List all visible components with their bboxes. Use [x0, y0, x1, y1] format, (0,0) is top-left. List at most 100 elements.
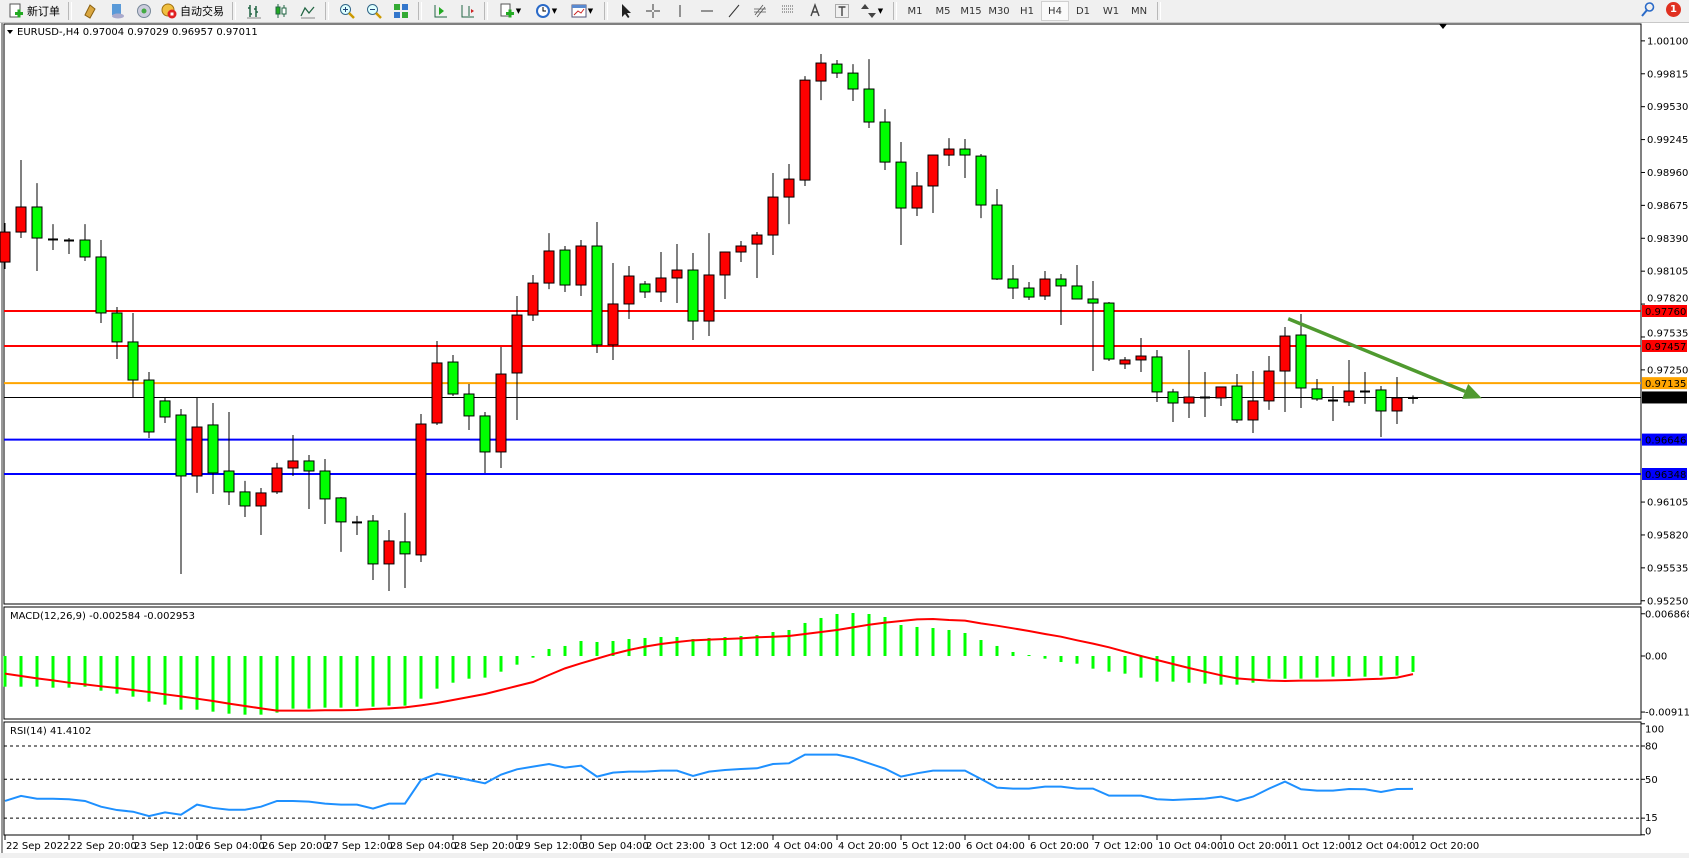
zoom-out-button[interactable] [360, 1, 387, 21]
candle[interactable] [79, 224, 91, 262]
candle[interactable] [1295, 314, 1307, 408]
candle[interactable] [623, 265, 635, 319]
candle[interactable] [64, 238, 74, 254]
tile-windows-button[interactable] [387, 1, 414, 21]
arrows-button[interactable]: ▼ [855, 1, 889, 21]
candle[interactable] [895, 141, 907, 245]
trend-arrow-head[interactable] [1462, 384, 1482, 399]
notification-badge[interactable]: 1 [1666, 1, 1681, 17]
candle[interactable] [511, 295, 523, 420]
candle[interactable] [1135, 338, 1147, 372]
candle[interactable] [767, 173, 779, 256]
candle[interactable] [671, 244, 683, 304]
timeframe-m1[interactable]: M1 [907, 5, 923, 17]
candle[interactable] [1103, 301, 1115, 361]
candle[interactable] [1247, 371, 1259, 434]
signals-button[interactable] [130, 1, 157, 21]
trendline-button[interactable] [720, 1, 747, 21]
candle[interactable] [255, 487, 267, 535]
candle[interactable] [1200, 371, 1210, 417]
candle[interactable] [303, 454, 315, 509]
crosshair-button[interactable] [639, 1, 666, 21]
candle[interactable] [1408, 395, 1418, 404]
candle[interactable] [1055, 274, 1067, 325]
horizontal-line-button[interactable] [693, 1, 720, 21]
candle[interactable] [863, 59, 875, 129]
candle[interactable] [319, 458, 331, 524]
zoom-in-button[interactable] [333, 1, 360, 21]
candle[interactable] [431, 341, 443, 425]
candle[interactable] [1023, 282, 1035, 301]
indicators-button[interactable]: ▼ [492, 1, 528, 21]
timeframe-m30[interactable]: M30 [988, 5, 1010, 17]
candle[interactable] [847, 64, 859, 102]
timeframe-d1[interactable]: D1 [1075, 5, 1091, 17]
candle[interactable] [927, 154, 939, 213]
timeframe-w1[interactable]: W1 [1102, 5, 1120, 17]
candle[interactable] [223, 412, 235, 505]
trend-arrow-shaft[interactable] [1287, 317, 1466, 394]
candle[interactable] [31, 183, 43, 272]
candle[interactable] [975, 154, 987, 219]
candle[interactable] [1183, 350, 1195, 419]
candle[interactable] [175, 409, 187, 574]
candle[interactable] [1360, 371, 1370, 404]
candle[interactable] [815, 54, 827, 101]
candle[interactable] [1375, 386, 1387, 437]
candle[interactable] [383, 529, 395, 591]
candle[interactable] [879, 109, 891, 171]
candle[interactable] [799, 76, 811, 186]
timeframe-m15[interactable]: M15 [960, 5, 982, 17]
candle[interactable] [159, 397, 171, 423]
candle[interactable] [352, 515, 362, 535]
candle[interactable] [447, 354, 459, 396]
candle[interactable] [1391, 377, 1403, 425]
candle[interactable] [95, 240, 107, 324]
candle[interactable] [655, 252, 667, 302]
templates-button[interactable]: ▼ [564, 1, 600, 21]
candle[interactable] [639, 280, 651, 298]
candle[interactable] [911, 172, 923, 216]
chart-shift-marker[interactable] [1439, 24, 1447, 29]
candle[interactable] [287, 434, 299, 476]
vertical-line-button[interactable] [666, 1, 693, 21]
candle[interactable] [1343, 359, 1355, 407]
trend-arrow[interactable] [1287, 317, 1482, 399]
candle[interactable] [1167, 388, 1179, 422]
periods-button[interactable]: ▼ [528, 1, 564, 21]
new-order-button[interactable]: 新订单 [4, 1, 64, 21]
timeframe-mn[interactable]: MN [1130, 5, 1148, 17]
fibonacci-button[interactable] [747, 1, 774, 21]
candle[interactable] [735, 241, 747, 263]
candle[interactable] [239, 480, 251, 517]
candle[interactable] [367, 514, 379, 580]
candle[interactable] [1279, 327, 1291, 413]
candle[interactable] [991, 188, 1003, 281]
candle[interactable] [687, 253, 699, 340]
navigator-button[interactable] [103, 1, 130, 21]
candlestick-button[interactable] [267, 1, 294, 21]
fibo-fan-button[interactable] [774, 1, 801, 21]
cursor-button[interactable] [612, 1, 639, 21]
candle[interactable] [399, 512, 411, 588]
candle[interactable] [751, 232, 763, 278]
candle[interactable] [575, 240, 587, 296]
candle[interactable] [111, 306, 123, 360]
candle[interactable] [1263, 356, 1275, 410]
candle[interactable] [959, 138, 971, 179]
text-button[interactable] [801, 1, 828, 21]
candle[interactable] [607, 262, 619, 360]
candle[interactable] [1119, 356, 1131, 369]
candle[interactable] [1071, 265, 1083, 300]
collapse-triangle-icon[interactable] [7, 30, 13, 34]
candle[interactable] [1311, 378, 1323, 401]
candle[interactable] [703, 233, 715, 337]
candle[interactable] [559, 246, 571, 292]
line-chart-button[interactable] [294, 1, 321, 21]
candle[interactable] [1151, 350, 1163, 402]
timeframe-h4[interactable]: H4 [1041, 1, 1069, 21]
candle[interactable] [335, 496, 347, 552]
candle[interactable] [143, 371, 155, 438]
candle[interactable] [719, 251, 731, 299]
